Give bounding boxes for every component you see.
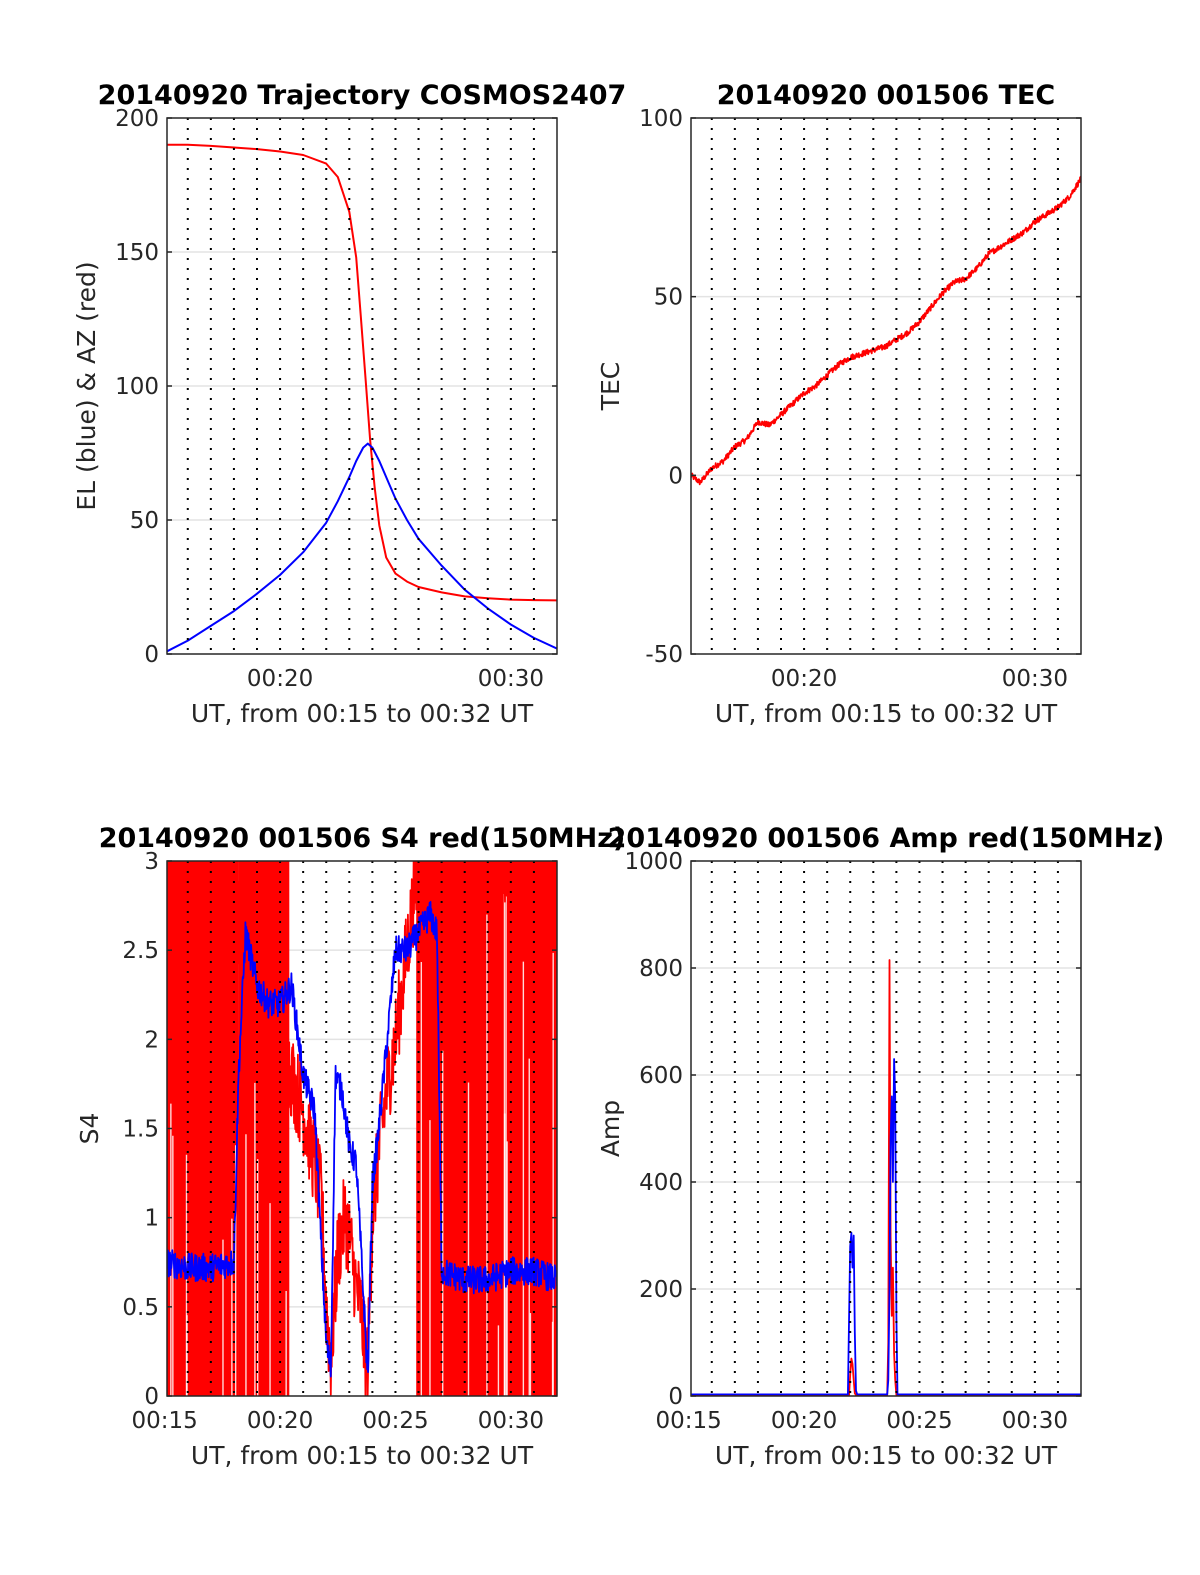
chart-tec: -50 0 50 100 00:20 00:30 20140920 001506 TEC UT… bbox=[596, 80, 1082, 728]
y-tick-label: 1.5 bbox=[122, 1117, 159, 1143]
x-tick-label: 00:30 bbox=[1002, 666, 1068, 692]
s4-saturated-band bbox=[167, 861, 239, 1396]
y-tick-label: 2.5 bbox=[122, 938, 159, 964]
series-line-0 bbox=[691, 959, 1081, 1396]
y-tick-label: 200 bbox=[115, 106, 159, 132]
series-line-0 bbox=[167, 861, 557, 1396]
plot-area bbox=[167, 861, 557, 1396]
series-line-1 bbox=[167, 442, 557, 653]
x-tick-label: 00:20 bbox=[771, 1408, 837, 1434]
plot-area bbox=[691, 959, 1081, 1396]
x-tick-label: 00:30 bbox=[478, 1408, 544, 1434]
y-tick-label: 150 bbox=[115, 240, 159, 266]
y-axis-label: Amp bbox=[596, 1100, 625, 1157]
x-axis-label: UT, from 00:15 to 00:32 UT bbox=[715, 1441, 1058, 1470]
x-tick-label: 00:20 bbox=[247, 1408, 313, 1434]
series-line-1 bbox=[691, 1058, 1081, 1396]
x-tick-label: 00:15 bbox=[132, 1408, 198, 1434]
y-tick-label: 800 bbox=[639, 956, 683, 982]
x-tick-label: 00:30 bbox=[478, 666, 544, 692]
y-tick-label: 50 bbox=[130, 508, 159, 534]
x-tick-label: 00:20 bbox=[771, 666, 837, 692]
y-tick-label: 0 bbox=[668, 1384, 683, 1410]
x-axis-label: UT, from 00:15 to 00:32 UT bbox=[191, 1441, 534, 1470]
y-axis-label: TEC bbox=[596, 362, 625, 412]
y-tick-label: 50 bbox=[654, 285, 683, 311]
x-tick-label: 00:25 bbox=[886, 1408, 952, 1434]
x-tick-label: 00:25 bbox=[362, 1408, 428, 1434]
y-tick-label: 400 bbox=[639, 1170, 683, 1196]
chart-title: 20140920 001506 TEC bbox=[717, 80, 1056, 111]
y-axis-label: S4 bbox=[75, 1113, 104, 1145]
chart-title: 20140920 Trajectory COSMOS2407 bbox=[98, 80, 627, 111]
y-tick-label: 200 bbox=[639, 1277, 683, 1303]
plot-area bbox=[167, 143, 557, 653]
chart-traj: 0 50 100 150 200 00:20 00:30 20140920 Trajector… bbox=[72, 80, 626, 728]
series-line-0 bbox=[691, 175, 1081, 486]
x-axis-label: UT, from 00:15 to 00:32 UT bbox=[715, 699, 1058, 728]
y-tick-label: 600 bbox=[639, 1063, 683, 1089]
y-tick-label: 1 bbox=[144, 1206, 159, 1232]
y-tick-label: 100 bbox=[115, 374, 159, 400]
y-tick-label: 3 bbox=[144, 849, 159, 875]
chart-title: 20140920 001506 Amp red(150MHz) bbox=[608, 823, 1165, 854]
y-tick-label: 0 bbox=[144, 642, 159, 668]
y-tick-label: 0.5 bbox=[122, 1295, 159, 1321]
axes-frame bbox=[690, 860, 1082, 1397]
y-tick-label: -50 bbox=[645, 642, 683, 668]
plot-area bbox=[691, 175, 1081, 486]
chart-s4: 0 0.5 1 1.5 2 2.5 3 00:15 00:20 00:25 00:30 2014092… bbox=[75, 823, 626, 1470]
y-tick-label: 2 bbox=[144, 1027, 159, 1053]
y-tick-label: 0 bbox=[668, 463, 683, 489]
y-tick-label: 0 bbox=[144, 1384, 159, 1410]
chart-amp: 0 200 400 600 800 1000 00:15 00:20 00:25 00:30 201… bbox=[596, 823, 1164, 1470]
x-tick-label: 00:15 bbox=[656, 1408, 722, 1434]
y-tick-label: 1000 bbox=[624, 849, 683, 875]
series-line-1 bbox=[167, 901, 557, 1378]
x-tick-label: 00:30 bbox=[1002, 1408, 1068, 1434]
y-tick-label: 100 bbox=[639, 106, 683, 132]
axes-frame bbox=[690, 117, 1082, 655]
y-axis-label: EL (blue) & AZ (red) bbox=[72, 261, 101, 510]
x-tick-label: 00:20 bbox=[247, 666, 313, 692]
series-line-0 bbox=[167, 143, 557, 602]
chart-title: 20140920 001506 S4 red(150MHz) bbox=[99, 823, 626, 854]
x-axis-label: UT, from 00:15 to 00:32 UT bbox=[191, 699, 534, 728]
